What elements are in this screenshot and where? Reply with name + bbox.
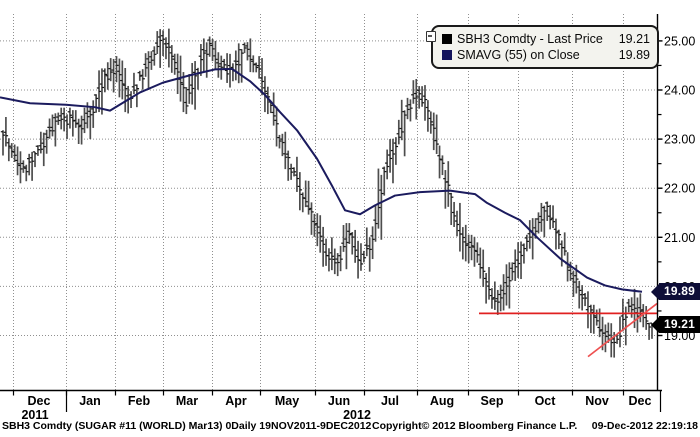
- last-price-swatch-icon: [442, 34, 452, 44]
- svg-text:Apr: Apr: [225, 394, 247, 408]
- chart-legend[interactable]: SBH3 Comdty - Last Price 19.21 SMAVG (55…: [426, 25, 659, 69]
- legend-label: SMAVG (55) on Close: [457, 47, 580, 62]
- svg-text:Feb: Feb: [128, 394, 151, 408]
- svg-text:23.00: 23.00: [664, 133, 695, 147]
- last-price-axis-callout-value: 19.21: [659, 316, 700, 333]
- svg-text:24.00: 24.00: [664, 84, 695, 98]
- svg-text:Sep: Sep: [481, 394, 504, 408]
- svg-text:22.00: 22.00: [664, 182, 695, 196]
- svg-text:Jul: Jul: [381, 394, 399, 408]
- svg-text:Aug: Aug: [430, 394, 454, 408]
- svg-text:May: May: [275, 394, 299, 408]
- svg-text:Nov: Nov: [585, 394, 609, 408]
- legend-item-last-price: SBH3 Comdty - Last Price 19.21: [442, 32, 650, 47]
- svg-text:25.00: 25.00: [664, 34, 695, 48]
- last-price-axis-callout: 19.21: [651, 316, 700, 333]
- smavg-line: [0, 67, 643, 293]
- footer-timestamp-text: 09-Dec-2012 22:19:18: [591, 420, 698, 432]
- trendlines: [479, 302, 658, 358]
- svg-text:Oct: Oct: [535, 394, 557, 408]
- ohlc-bars: [0, 28, 655, 358]
- smavg-axis-callout-value: 19.89: [659, 283, 700, 300]
- callout-arrow-icon: [651, 283, 659, 300]
- svg-text:Dec: Dec: [629, 394, 652, 408]
- svg-text:2011: 2011: [21, 408, 48, 422]
- svg-text:2012: 2012: [343, 408, 371, 422]
- legend-item-smavg: SMAVG (55) on Close 19.89: [442, 48, 650, 63]
- legend-value: 19.21: [618, 31, 650, 46]
- legend-label: SBH3 Comdty - Last Price: [457, 31, 603, 46]
- svg-text:Jun: Jun: [328, 394, 350, 408]
- x-axis-labels: Dec Jan Feb Mar Apr May Jun Jul Aug Sep Oct Nov Dec2…: [12, 390, 662, 422]
- svg-text:Jan: Jan: [79, 394, 101, 408]
- smavg-axis-callout: 19.89: [651, 283, 700, 300]
- pin-icon[interactable]: [426, 31, 436, 42]
- smavg-swatch-icon: [442, 50, 452, 60]
- legend-value: 19.89: [618, 47, 650, 62]
- callout-arrow-icon: [651, 316, 659, 333]
- svg-text:Mar: Mar: [176, 394, 198, 408]
- footer-copyright-text: Copyright© 2012 Bloomberg Finance L.P.: [372, 420, 578, 432]
- svg-text:Dec: Dec: [28, 394, 51, 408]
- footer-instrument-text: SBH3 Comdty (SUGAR #11 (WORLD) Mar13) 0D…: [2, 420, 372, 432]
- svg-text:21.00: 21.00: [664, 231, 695, 245]
